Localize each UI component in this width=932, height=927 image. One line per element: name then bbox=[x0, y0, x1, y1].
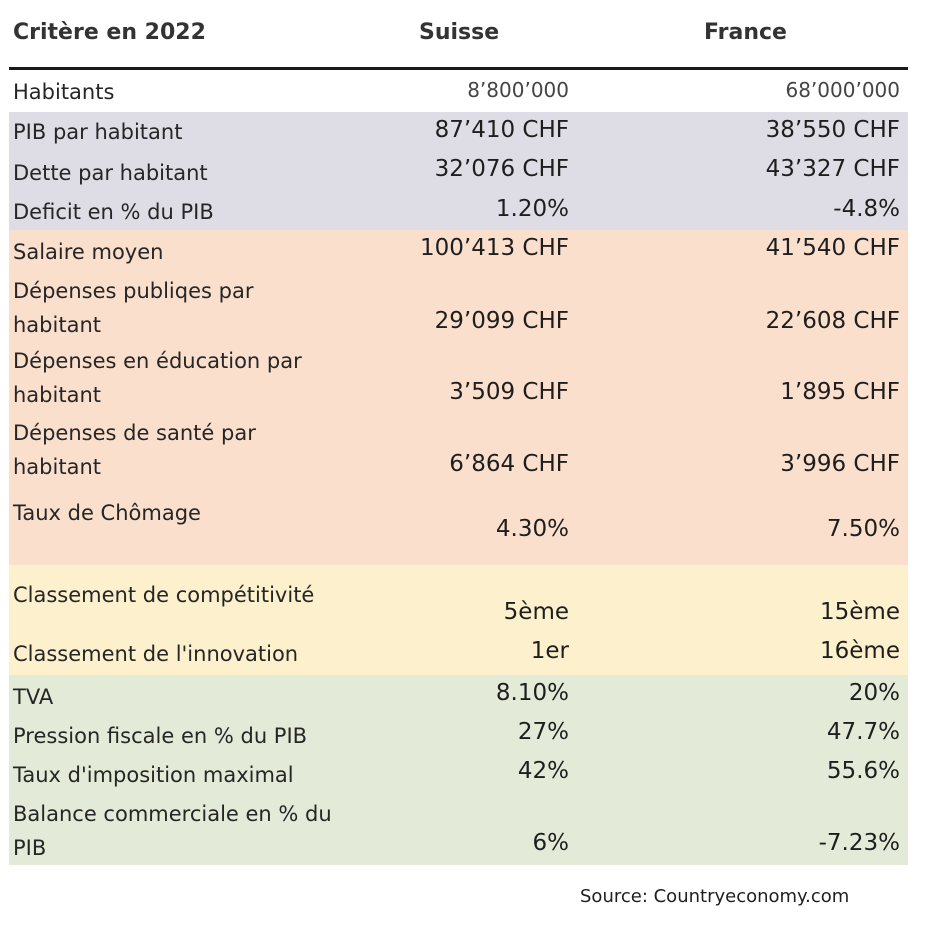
group-classements: Classement de compétitivité 5ème 15ème C… bbox=[9, 565, 908, 675]
value-suisse: 1.20% bbox=[495, 196, 569, 222]
group-population: Habitants 8’800’000 68’000’000 bbox=[9, 70, 908, 112]
header-france: France bbox=[704, 20, 787, 45]
row-label: Dette par habitant bbox=[13, 161, 208, 185]
table-row: Pression fiscale en % du PIB 27% 47.7% bbox=[9, 715, 908, 755]
value-suisse: 6’864 CHF bbox=[449, 451, 569, 477]
table-row: PIB par habitant 87’410 CHF 38’550 CHF bbox=[9, 112, 908, 152]
table-row: Dépenses en éducation par habitant 3’509… bbox=[9, 342, 908, 414]
row-label: Dépenses en éducation par habitant bbox=[13, 349, 302, 407]
value-suisse: 87’410 CHF bbox=[434, 117, 569, 143]
value-france: 43’327 CHF bbox=[765, 156, 900, 182]
table-row: Taux d'imposition maximal 42% 55.6% bbox=[9, 755, 908, 793]
table-header: Critère en 2022 Suisse France bbox=[9, 0, 908, 70]
table-row: Classement de l'innovation 1er 16ème bbox=[9, 637, 908, 675]
value-france: -4.8% bbox=[833, 196, 900, 222]
value-suisse: 29’099 CHF bbox=[434, 308, 569, 334]
header-suisse: Suisse bbox=[419, 20, 500, 45]
value-france: -7.23% bbox=[818, 830, 900, 856]
table-row: Deficit en % du PIB 1.20% -4.8% bbox=[9, 192, 908, 230]
value-suisse: 42% bbox=[517, 758, 569, 784]
row-label: Classement de compétitivité bbox=[13, 583, 315, 607]
value-france: 38’550 CHF bbox=[765, 117, 900, 143]
value-suisse: 6% bbox=[532, 830, 570, 856]
value-france: 1’895 CHF bbox=[780, 379, 900, 405]
table-row: Dette par habitant 32’076 CHF 43’327 CHF bbox=[9, 152, 908, 192]
group-fiscalite: TVA 8.10% 20% Pression fiscale en % du P… bbox=[9, 675, 908, 865]
value-france: 20% bbox=[848, 680, 900, 706]
value-suisse: 100’413 CHF bbox=[419, 235, 569, 261]
row-label: Pression fiscale en % du PIB bbox=[13, 724, 308, 748]
value-suisse: 8.10% bbox=[495, 680, 569, 706]
value-suisse: 1er bbox=[530, 638, 569, 664]
row-label: TVA bbox=[13, 685, 54, 709]
header-criterion: Critère en 2022 bbox=[13, 20, 206, 45]
table-row: Balance commerciale en % du PIB 6% -7.23… bbox=[9, 793, 908, 865]
value-suisse: 32’076 CHF bbox=[434, 156, 569, 182]
row-label: Dépenses de santé par habitant bbox=[13, 421, 256, 479]
value-france: 41’540 CHF bbox=[765, 235, 900, 261]
value-suisse: 3’509 CHF bbox=[449, 379, 569, 405]
group-economie: PIB par habitant 87’410 CHF 38’550 CHF D… bbox=[9, 112, 908, 230]
value-france: 47.7% bbox=[826, 719, 900, 745]
table-row: Dépenses publiqes par habitant 29’099 CH… bbox=[9, 270, 908, 342]
value-france: 68’000’000 bbox=[785, 78, 900, 102]
row-label: Balance commerciale en % du PIB bbox=[13, 802, 332, 860]
table-row: Habitants 8’800’000 68’000’000 bbox=[9, 70, 908, 112]
row-label: Deficit en % du PIB bbox=[13, 200, 214, 224]
row-label: Salaire moyen bbox=[13, 240, 164, 264]
row-label: PIB par habitant bbox=[13, 120, 183, 144]
row-label: Classement de l'innovation bbox=[13, 642, 299, 666]
table-row: Salaire moyen 100’413 CHF 41’540 CHF bbox=[9, 230, 908, 270]
value-suisse: 27% bbox=[517, 719, 569, 745]
value-france: 55.6% bbox=[826, 758, 900, 784]
value-france: 15ème bbox=[820, 599, 900, 625]
value-suisse: 4.30% bbox=[495, 516, 569, 542]
value-suisse: 8’800’000 bbox=[467, 78, 569, 102]
table-row: TVA 8.10% 20% bbox=[9, 675, 908, 715]
row-label: Taux de Chômage bbox=[13, 501, 201, 525]
value-france: 7.50% bbox=[826, 516, 900, 542]
group-depenses: Salaire moyen 100’413 CHF 41’540 CHF Dép… bbox=[9, 230, 908, 565]
table-row: Dépenses de santé par habitant 6’864 CHF… bbox=[9, 414, 908, 494]
source-note: Source: Countryeconomy.com bbox=[580, 886, 850, 907]
value-suisse: 5ème bbox=[503, 599, 569, 625]
table-row: Classement de compétitivité 5ème 15ème bbox=[9, 565, 908, 637]
table-row: Taux de Chômage 4.30% 7.50% bbox=[9, 494, 908, 565]
value-france: 16ème bbox=[820, 638, 900, 664]
row-label: Habitants bbox=[13, 80, 115, 104]
row-label: Taux d'imposition maximal bbox=[13, 763, 294, 787]
value-france: 22’608 CHF bbox=[765, 308, 900, 334]
value-france: 3’996 CHF bbox=[780, 451, 900, 477]
comparison-table: Critère en 2022 Suisse France Habitants … bbox=[9, 0, 908, 865]
row-label: Dépenses publiqes par habitant bbox=[13, 279, 254, 337]
